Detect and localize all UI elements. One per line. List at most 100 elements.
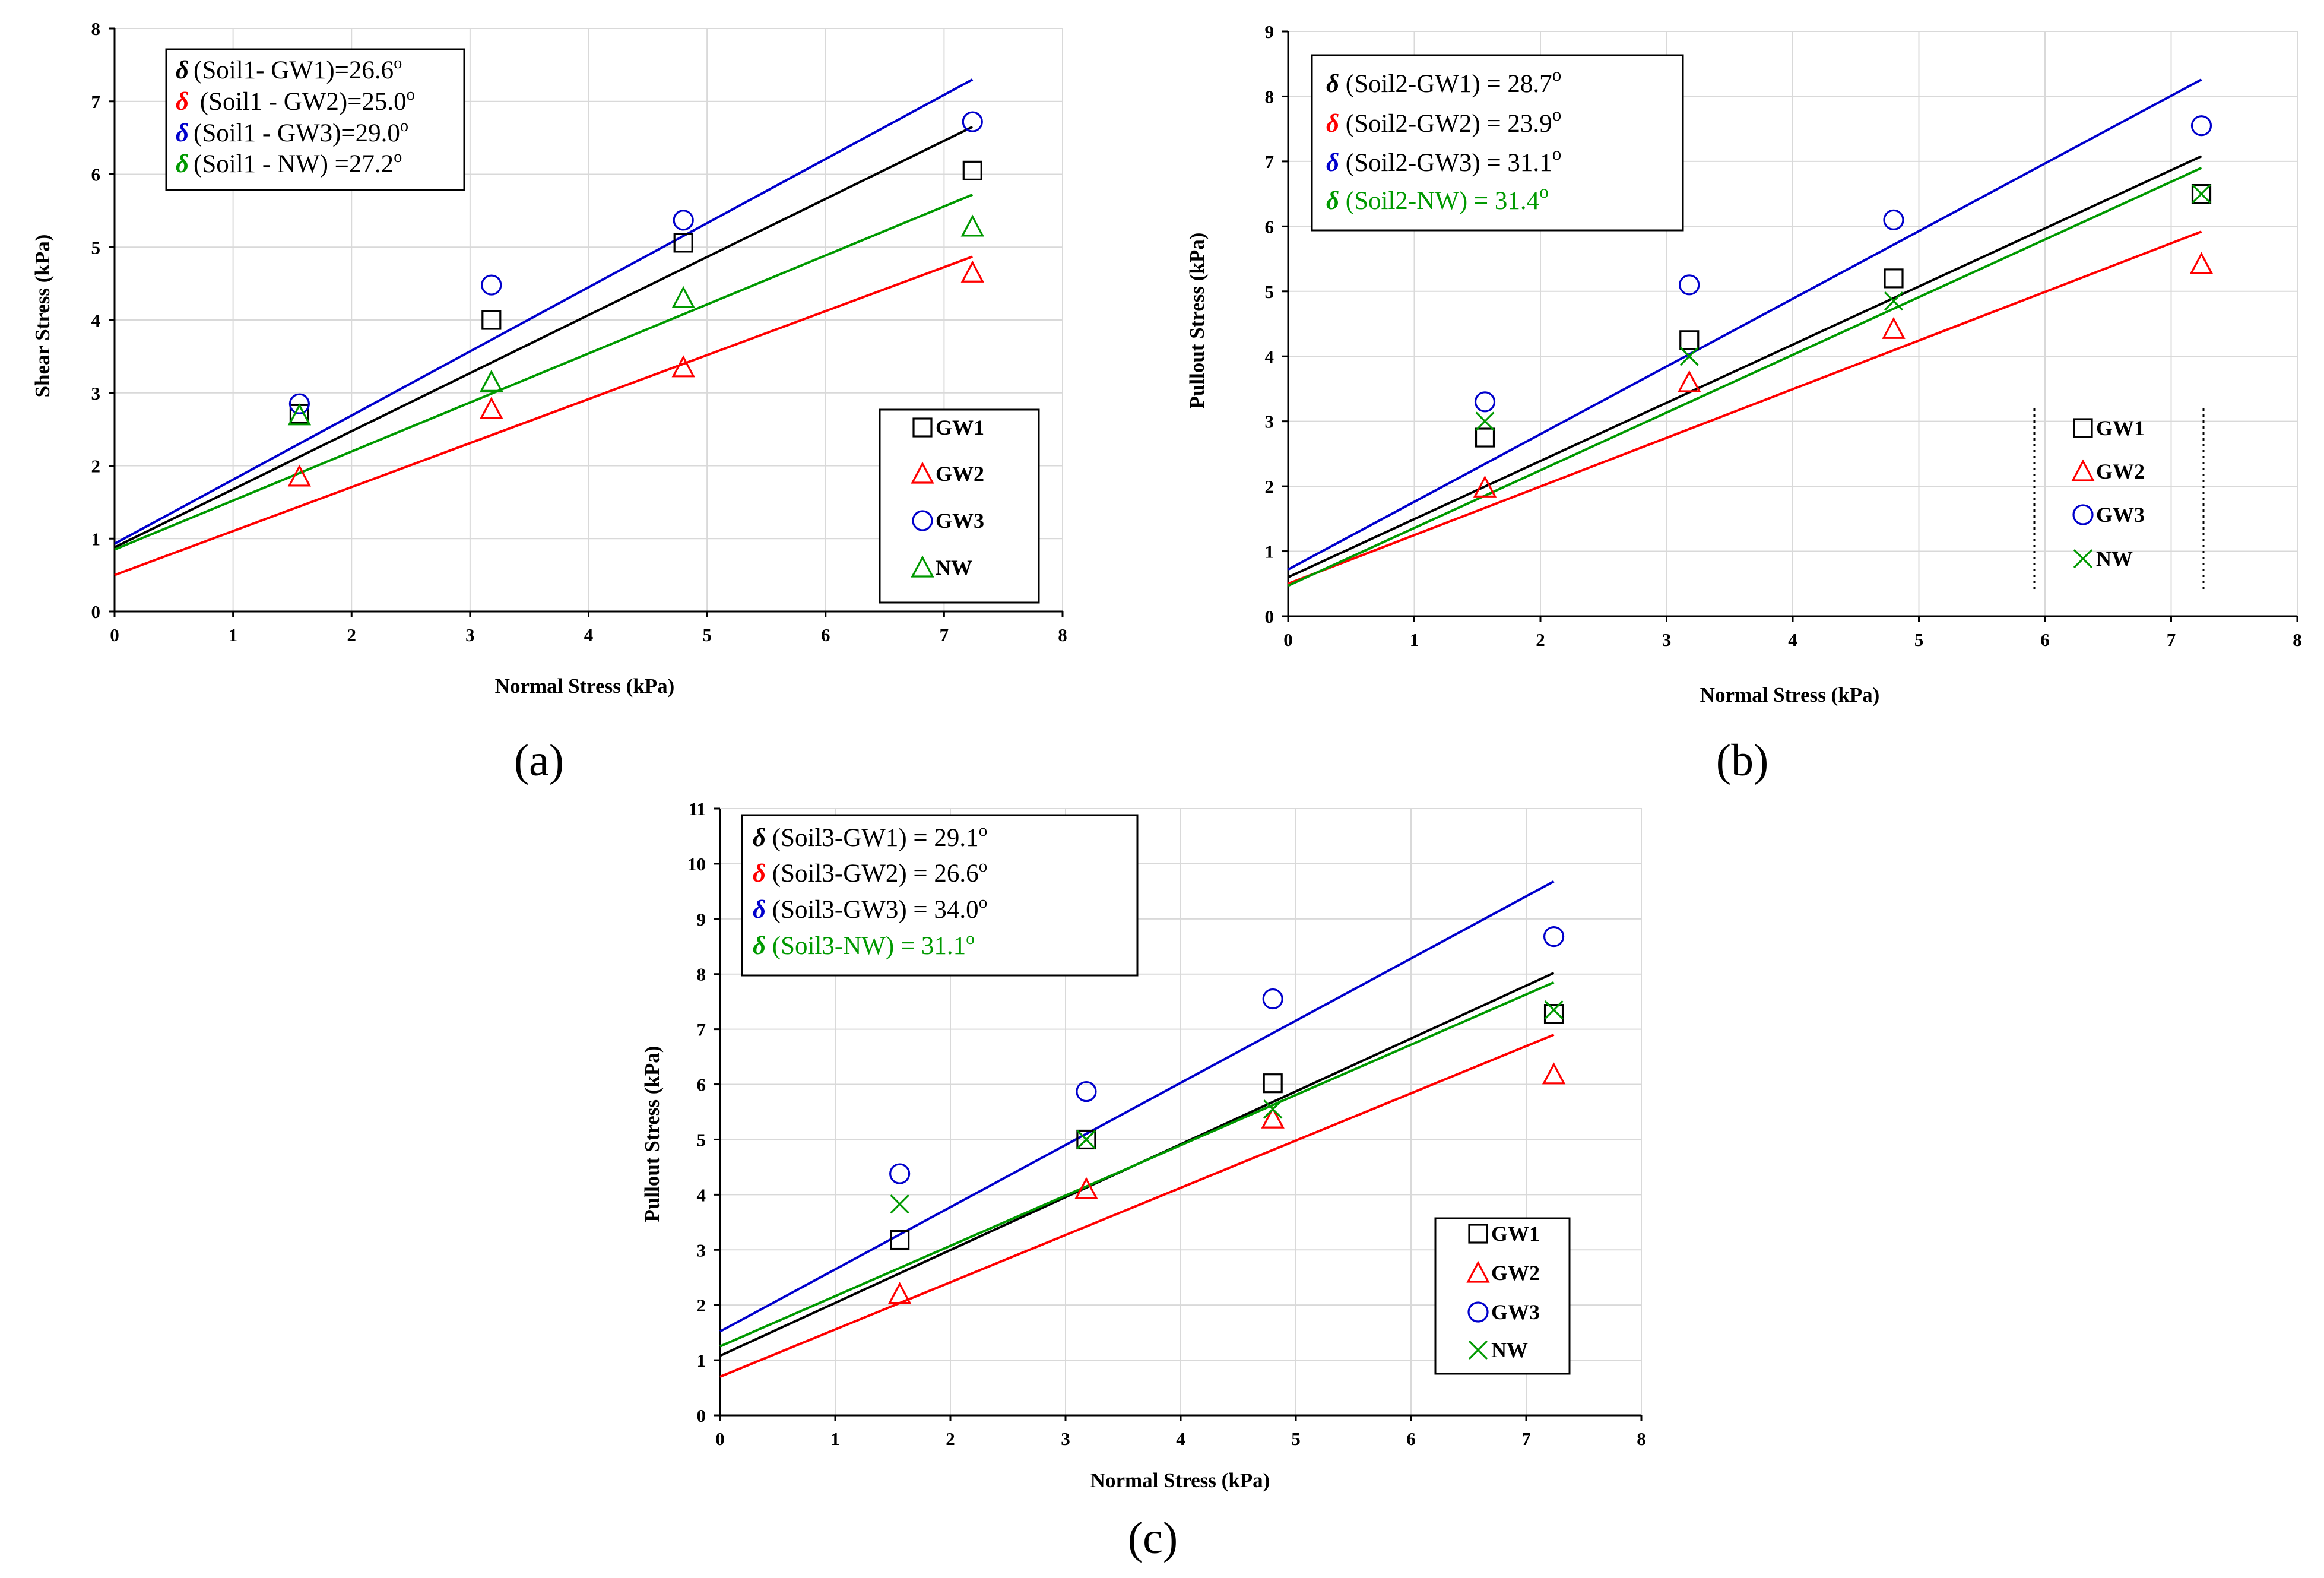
y-tick-label-b-2: 2 (1265, 476, 1274, 497)
y-tick-label-c-5: 5 (697, 1129, 706, 1150)
data-point-b-gw3-1 (1679, 274, 1700, 296)
data-point-b-gw3-3 (2190, 115, 2212, 137)
x-axis-label-c: Normal Stress (kPa) (1090, 1469, 1270, 1492)
legend-marker-b-gw3 (2072, 504, 2094, 525)
x-tick-label-c-3: 3 (1061, 1428, 1070, 1449)
fit-lines-a (114, 78, 974, 576)
y-tick-label-b-1: 1 (1265, 541, 1274, 562)
y-axis-label-c: Pullout Stress (kPa) (641, 1046, 664, 1222)
data-point-b-gw1-0 (1475, 427, 1495, 448)
data-point-b-gw2-1 (1678, 370, 1701, 392)
x-ticks-b: 0 1 2 3 4 5 6 7 8 (1283, 616, 2302, 650)
annotation-c-gw2: δ (Soil3-GW2) = 26.6o (753, 857, 987, 888)
y-tick-label-a-8: 8 (91, 18, 101, 39)
chart-panel-b: 0 1 2 3 4 5 6 7 8 0 1 2 3 4 5 6 7 8 9 Normal Stress (kPa)… (1185, 21, 2302, 706)
y-tick-label-a-3: 3 (91, 383, 101, 404)
legend-marker-c-gw3 (1467, 1301, 1489, 1323)
data-point-c-nw-0 (890, 1194, 909, 1214)
x-tick-label-a-0: 0 (110, 625, 119, 645)
x-tick-label-b-8: 8 (2293, 629, 2302, 650)
annotation-a-nw: δ (Soil1 - NW) =27.2o (176, 148, 402, 178)
x-tick-label-b-0: 0 (1283, 629, 1293, 650)
x-tick-label-b-5: 5 (1914, 629, 1924, 650)
y-tick-label-b-8: 8 (1265, 86, 1274, 107)
x-tick-label-b-6: 6 (2040, 629, 2050, 650)
legend-item-c-gw2: GW2 (1466, 1260, 1540, 1285)
y-tick-label-b-0: 0 (1265, 606, 1274, 627)
legend-label-b-gw3: GW3 (2096, 503, 2145, 527)
x-tick-label-a-5: 5 (702, 625, 712, 645)
fit-line-c-gw2 (719, 1034, 1555, 1378)
fit-line-c-nw (719, 981, 1555, 1348)
data-point-a-gw1-3 (962, 160, 982, 180)
legend-item-b-gw3: GW3 (2072, 503, 2145, 527)
data-point-a-gw3-3 (962, 111, 983, 132)
y-tick-label-b-6: 6 (1265, 216, 1274, 237)
data-point-c-gw2-0 (887, 1282, 912, 1304)
legend-marker-c-gw1 (1468, 1224, 1488, 1244)
legend-marker-b-gw1 (2073, 418, 2093, 438)
data-point-c-gw1-1 (1076, 1129, 1096, 1150)
fit-line-a-gw1 (114, 125, 974, 549)
panel-label-a: (a) (514, 736, 564, 785)
legend-label-c-gw2: GW2 (1491, 1261, 1540, 1285)
x-tick-label-c-7: 7 (1521, 1428, 1531, 1449)
annotation-b-gw1: δ (Soil2-GW1) = 28.7o (1326, 64, 1561, 98)
x-tick-label-c-4: 4 (1176, 1428, 1185, 1449)
y-tick-label-b-3: 3 (1265, 411, 1274, 432)
x-tick-label-b-1: 1 (1410, 629, 1419, 650)
y-ticks-c: 0 1 2 3 4 5 6 7 8 9 10 11 (687, 798, 720, 1426)
x-tick-label-c-1: 1 (830, 1428, 840, 1449)
legend-item-c-nw: NW (1468, 1338, 1528, 1362)
data-point-a-gw3-2 (673, 210, 694, 231)
x-tick-label-c-5: 5 (1291, 1428, 1301, 1449)
x-tick-label-b-2: 2 (1536, 629, 1545, 650)
data-point-c-gw1-2 (1263, 1073, 1283, 1094)
legend-label-b-nw: NW (2096, 547, 2133, 571)
legend-box-c (1434, 1217, 1571, 1375)
data-point-b-nw-2 (1884, 291, 1904, 311)
markers-b (1473, 115, 2214, 498)
legend-label-b-gw1: GW1 (2096, 416, 2145, 440)
x-tick-label-a-3: 3 (465, 625, 475, 645)
data-point-a-nw-1 (480, 369, 503, 392)
fit-line-c-gw3 (719, 880, 1555, 1333)
legend-item-a-gw1: GW1 (912, 416, 984, 439)
data-point-b-gw1-3 (2191, 184, 2212, 204)
data-point-a-gw2-0 (287, 464, 312, 487)
legend-marker-c-nw (1468, 1340, 1488, 1360)
y-tick-label-c-4: 4 (697, 1184, 706, 1205)
data-point-a-gw1-1 (481, 310, 502, 330)
fit-line-a-gw2 (114, 255, 973, 576)
legend-marker-a-nw (911, 555, 934, 578)
data-point-c-nw-3 (1544, 1000, 1564, 1020)
legend-marker-a-gw2 (911, 461, 934, 484)
legend-marker-a-gw1 (912, 417, 933, 438)
data-point-b-gw3-0 (1474, 391, 1496, 413)
data-point-a-gw1-2 (673, 233, 693, 253)
legend-label-b-gw2: GW2 (2096, 460, 2145, 483)
y-tick-label-b-9: 9 (1265, 21, 1274, 42)
x-tick-label-a-7: 7 (940, 625, 949, 645)
legend-marker-c-gw2 (1466, 1260, 1490, 1283)
panel-label-b: (b) (1716, 736, 1769, 785)
data-point-b-nw-3 (2192, 184, 2211, 204)
x-tick-label-a-1: 1 (229, 625, 238, 645)
legend-label-a-gw3: GW3 (936, 509, 984, 533)
y-tick-label-c-8: 8 (697, 964, 706, 985)
y-tick-label-b-5: 5 (1265, 281, 1274, 302)
y-tick-label-c-6: 6 (697, 1075, 706, 1095)
data-point-a-gw3-1 (481, 274, 502, 296)
fit-line-b-gw1 (1288, 155, 2202, 579)
legend-item-b-gw2: GW2 (2071, 459, 2145, 483)
data-point-a-gw2-2 (671, 355, 695, 378)
y-axis-label-b: Pullout Stress (kPa) (1185, 233, 1209, 409)
fit-line-b-gw2 (1288, 230, 2202, 585)
legend-item-a-gw3: GW3 (912, 509, 984, 533)
x-tick-label-c-0: 0 (715, 1428, 725, 1449)
y-ticks-b: 0 1 2 3 4 5 6 7 8 9 (1265, 21, 1288, 627)
y-tick-label-b-4: 4 (1265, 346, 1274, 367)
data-point-c-gw3-2 (1262, 988, 1283, 1010)
data-point-c-nw-1 (1076, 1130, 1096, 1149)
panel-label-c: (c) (1128, 1513, 1178, 1563)
